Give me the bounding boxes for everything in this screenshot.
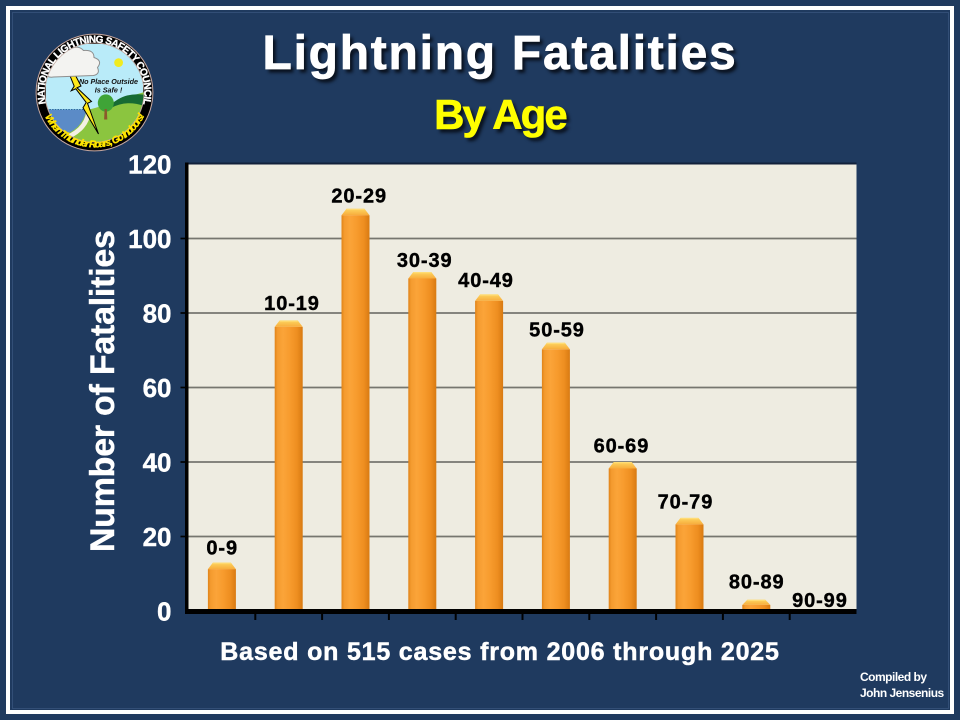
svg-text:120: 120 bbox=[128, 150, 171, 180]
svg-text:60: 60 bbox=[143, 373, 172, 403]
svg-text:Number of Fatalities: Number of Fatalities bbox=[84, 230, 122, 552]
svg-text:100: 100 bbox=[128, 224, 171, 254]
svg-text:0-9: 0-9 bbox=[206, 537, 238, 559]
svg-text:10-19: 10-19 bbox=[264, 293, 320, 315]
svg-text:80-89: 80-89 bbox=[729, 571, 785, 593]
svg-text:90-99: 90-99 bbox=[792, 590, 848, 612]
svg-text:60-69: 60-69 bbox=[594, 436, 650, 458]
svg-text:40: 40 bbox=[143, 448, 172, 478]
svg-text:20-29: 20-29 bbox=[331, 186, 387, 208]
svg-text:40-49: 40-49 bbox=[458, 270, 514, 292]
svg-text:30-39: 30-39 bbox=[397, 250, 453, 272]
svg-text:80: 80 bbox=[143, 299, 172, 329]
svg-text:Is Safe !: Is Safe ! bbox=[94, 85, 122, 94]
svg-text:No Place Outside: No Place Outside bbox=[78, 77, 137, 86]
svg-text:20: 20 bbox=[143, 522, 172, 552]
svg-text:0: 0 bbox=[157, 597, 171, 627]
svg-text:70-79: 70-79 bbox=[658, 492, 714, 514]
svg-text:50-59: 50-59 bbox=[529, 319, 585, 341]
